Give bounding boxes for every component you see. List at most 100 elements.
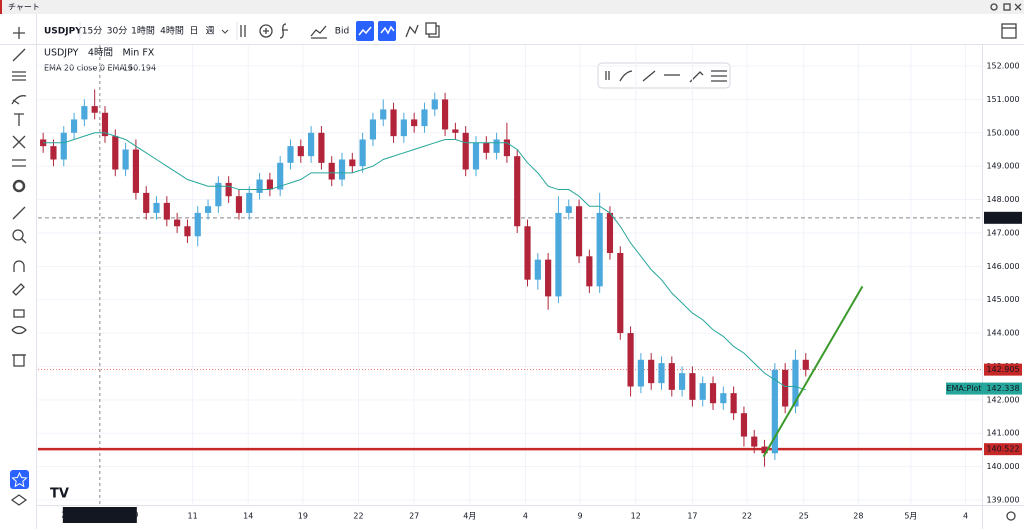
x-tick-label: 19 (298, 512, 308, 521)
interval[interactable]: 週 (205, 26, 214, 37)
price-label-bg (984, 443, 1022, 456)
candle-body (565, 206, 572, 213)
candle-body (338, 159, 346, 180)
candle-body (297, 146, 304, 157)
x-tick-label: 4月 (463, 512, 476, 521)
x-tick-label: 14 (243, 512, 253, 521)
candle-body (359, 139, 366, 167)
candle-body (668, 363, 675, 390)
candle-body (637, 359, 644, 387)
y-tick-label: 144.000 (986, 329, 1019, 338)
layout-button[interactable] (1001, 23, 1017, 39)
candle-body (617, 252, 624, 334)
drawing-tools[interactable] (605, 70, 727, 83)
candle-body (287, 146, 294, 163)
ema-label-bg (946, 382, 1022, 395)
candle-body (596, 212, 603, 287)
candle-body (534, 259, 541, 280)
y-tick-label: 152.000 (986, 62, 1019, 71)
candle-body (122, 149, 129, 170)
candle-body (60, 132, 67, 160)
price-type[interactable]: Bid (335, 27, 349, 37)
ema-label-name: EMA:Plot (946, 384, 981, 393)
icon (358, 26, 372, 36)
y-tick-label: 148.000 (986, 195, 1019, 204)
candle-body (740, 413, 748, 437)
window-controls[interactable] (990, 3, 1022, 11)
watermark: TV (50, 487, 69, 502)
x-tick-label: 22 (353, 512, 363, 521)
candle-body (50, 146, 57, 160)
symbol[interactable]: USDJPY (44, 27, 82, 37)
x-tick-label: 11 (187, 512, 197, 521)
candle-body (411, 119, 418, 127)
left-toolbar[interactable] (10, 27, 28, 506)
candle-body (308, 132, 315, 157)
x-tick-label: 17 (687, 512, 697, 521)
candle-body (699, 383, 706, 400)
interval[interactable]: 30分 (107, 26, 127, 37)
price-label: 142.905 (986, 365, 1019, 374)
ema-label-value: 142.338 (986, 384, 1019, 393)
y-tick-label: 139.000 (986, 495, 1019, 504)
candle-body (503, 139, 510, 157)
title-accent (0, 0, 2, 14)
x-tick-label: 9 (578, 512, 583, 521)
candle-body (174, 219, 181, 227)
candle-body (648, 359, 655, 384)
candle-body (462, 132, 469, 170)
candle-body (277, 162, 284, 190)
candle-body (441, 99, 449, 130)
candle-body (627, 333, 634, 387)
candle-body (143, 192, 150, 213)
x-tick-label: 28 (853, 512, 863, 521)
interval[interactable]: 日 (189, 26, 198, 37)
indicator-value: 150.194 (123, 64, 156, 73)
candle-body (153, 202, 160, 213)
y-tick-label: 149.000 (986, 162, 1019, 171)
icon (11, 471, 28, 488)
y-tick-label: 140.000 (986, 462, 1019, 471)
crosshair-label: 2025/03/04 00:00 (61, 511, 138, 520)
candle-body (751, 436, 758, 447)
candle-body (555, 212, 562, 297)
y-tick-label: 145.000 (986, 295, 1019, 304)
y-tick-label: 142.000 (986, 395, 1019, 404)
candle-body (194, 212, 201, 237)
candle-body (112, 136, 119, 170)
candle-body (472, 142, 480, 170)
toolbar-icons[interactable] (240, 22, 440, 39)
price-label-bg (984, 211, 1022, 224)
ema-line (43, 132, 806, 391)
candle-body (132, 149, 139, 193)
candle-body (720, 393, 727, 404)
candle-body (101, 112, 109, 137)
candle-body (349, 159, 356, 167)
favorites-button[interactable] (10, 470, 29, 489)
x-tick-label: 22 (742, 512, 752, 521)
candle-body (524, 226, 531, 280)
candle-body (689, 373, 696, 400)
candle-body (545, 259, 552, 297)
candle-body (215, 182, 222, 207)
candle-body (709, 383, 717, 404)
candle-body (70, 119, 78, 133)
candle-body (452, 129, 459, 133)
candle-body (369, 119, 377, 140)
candle-body (493, 139, 500, 153)
candle-body (184, 226, 191, 237)
x-tick-label: 5月 (904, 512, 917, 521)
candle-body (586, 256, 593, 287)
interval[interactable]: 1時間 (131, 26, 155, 37)
candle-body (792, 359, 799, 407)
crosshair-label-bg (62, 507, 137, 523)
candle-body (91, 106, 98, 113)
interval[interactable]: 4時間 (160, 26, 184, 37)
candle-body (81, 106, 88, 120)
y-tick-label: 151.000 (986, 95, 1019, 104)
interval[interactable]: 15分 (82, 26, 102, 37)
settings[interactable] (1006, 511, 1016, 521)
plot-area (38, 45, 982, 505)
window-title: チャート (8, 3, 40, 12)
